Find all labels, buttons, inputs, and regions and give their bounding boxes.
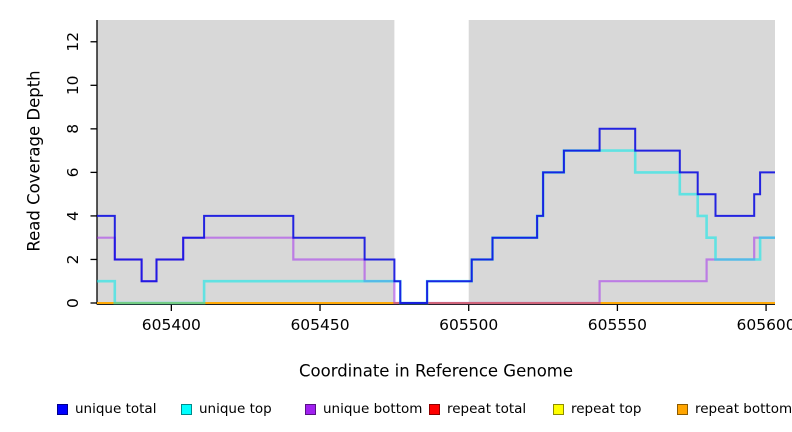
x-tick-label: 605450: [290, 316, 349, 334]
y-tick-label: 10: [64, 75, 82, 95]
x-tick-label: 605550: [588, 316, 647, 334]
x-axis-title: Coordinate in Reference Genome: [298, 361, 574, 381]
y-axis-ticks: 0 2 4 6 8 10 12: [64, 32, 97, 308]
x-tick-label: 605600: [736, 316, 792, 334]
y-tick-label: 2: [64, 255, 82, 265]
x-tick-label: 605400: [142, 316, 201, 334]
y-tick-label: 6: [64, 167, 82, 177]
y-axis-title: Read Coverage Depth: [24, 70, 44, 252]
gap-band: [394, 20, 469, 303]
y-tick-label: 12: [64, 32, 82, 52]
x-axis-ticks: 605400 605450 605500 605550 605600: [142, 304, 792, 334]
series-unique-total: [97, 127, 775, 304]
y-tick-label: 4: [64, 211, 82, 221]
y-tick-label: 8: [64, 124, 82, 134]
x-tick-label: 605500: [439, 316, 498, 334]
axes: [96, 20, 775, 305]
y-tick-label: 0: [64, 298, 82, 308]
